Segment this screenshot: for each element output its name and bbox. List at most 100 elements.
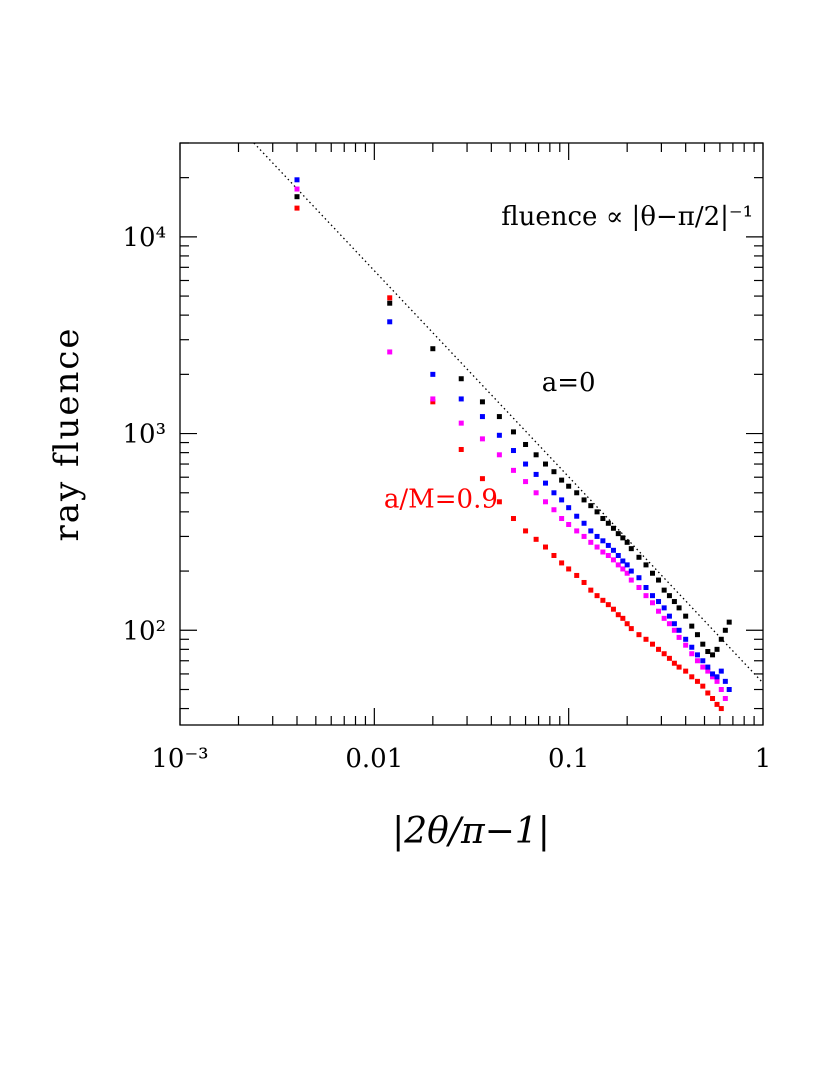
data-point: [656, 577, 662, 583]
data-point: [533, 471, 539, 477]
data-point: [574, 528, 580, 534]
data-point: [694, 652, 700, 658]
data-point: [594, 593, 600, 599]
annotation: a/M=0.9: [384, 485, 498, 515]
data-point: [636, 585, 642, 591]
data-point: [620, 566, 626, 572]
data-point: [683, 668, 689, 674]
data-point: [581, 520, 587, 526]
data-point: [523, 528, 529, 534]
data-point: [551, 552, 557, 558]
data-point: [510, 467, 516, 473]
data-point: [551, 469, 557, 475]
data-point: [294, 194, 300, 200]
data-point: [605, 552, 611, 558]
data-point: [643, 636, 649, 642]
data-point: [671, 599, 677, 605]
y-tick-label: 10³: [122, 420, 166, 450]
data-point: [600, 597, 606, 603]
data-point: [458, 396, 464, 402]
data-point: [588, 539, 594, 545]
data-point: [605, 542, 611, 548]
x-axis-label: |2θ/π−1|: [392, 811, 550, 852]
data-point: [700, 664, 706, 670]
y-tick-label: 10⁴: [122, 223, 166, 253]
data-point: [581, 579, 587, 585]
annotations: fluence ∝ |θ−π/2|⁻¹ a=0 a/M=0.9: [384, 202, 753, 515]
data-point: [594, 533, 600, 539]
data-point: [710, 696, 716, 702]
data-point: [649, 641, 655, 647]
data-point: [643, 585, 649, 591]
data-point: [610, 525, 616, 531]
data-points: [294, 177, 732, 712]
data-point: [694, 678, 700, 684]
data-point: [661, 587, 667, 593]
data-point: [387, 295, 393, 301]
data-point: [387, 319, 393, 325]
data-point: [610, 547, 616, 553]
data-point: [543, 544, 549, 550]
data-point: [718, 636, 724, 642]
data-point: [600, 516, 606, 522]
data-point: [620, 535, 626, 541]
data-point: [510, 429, 516, 435]
data-point: [722, 696, 728, 702]
data-point: [666, 593, 672, 599]
data-point: [628, 568, 634, 574]
data-point: [496, 414, 502, 420]
data-point: [479, 414, 485, 420]
data-point: [689, 674, 695, 680]
data-point: [661, 651, 667, 657]
data-point: [615, 562, 621, 568]
data-point: [726, 687, 732, 693]
data-point: [510, 516, 516, 522]
data-point: [643, 593, 649, 599]
data-point: [533, 490, 539, 496]
data-point: [689, 651, 695, 657]
data-point: [676, 634, 682, 640]
data-point: [551, 490, 557, 496]
data-point: [615, 612, 621, 618]
data-point: [676, 605, 682, 611]
data-point: [643, 562, 649, 568]
data-point: [649, 593, 655, 599]
data-point: [666, 655, 672, 661]
data-point: [430, 399, 436, 405]
data-point: [656, 599, 662, 605]
data-point: [581, 497, 587, 503]
data-point: [458, 420, 464, 426]
data-point: [628, 626, 634, 632]
data-point: [718, 687, 724, 693]
data-point: [523, 461, 529, 467]
data-point: [594, 544, 600, 550]
data-point: [533, 452, 539, 458]
data-point: [700, 683, 706, 689]
data-point: [666, 621, 672, 627]
data-point: [683, 613, 689, 619]
x-tick-label: 0.1: [548, 744, 589, 774]
data-point: [661, 615, 667, 621]
data-point: [710, 674, 716, 680]
data-point: [559, 516, 565, 522]
data-point: [588, 587, 594, 593]
data-point: [496, 499, 502, 505]
data-point: [636, 554, 642, 560]
data-point: [694, 658, 700, 664]
data-point: [605, 520, 611, 526]
data-point: [620, 615, 626, 621]
data-point: [710, 652, 716, 658]
data-point: [430, 371, 436, 377]
data-point: [683, 642, 689, 648]
data-point: [624, 539, 630, 545]
data-point: [588, 503, 594, 509]
data-point: [559, 497, 565, 503]
data-point: [694, 632, 700, 638]
axis-ticks: [179, 142, 764, 725]
data-point: [649, 600, 655, 606]
data-point: [718, 706, 724, 712]
data-point: [387, 349, 393, 355]
data-point: [628, 546, 634, 552]
data-point: [605, 602, 611, 608]
data-point: [566, 505, 572, 511]
